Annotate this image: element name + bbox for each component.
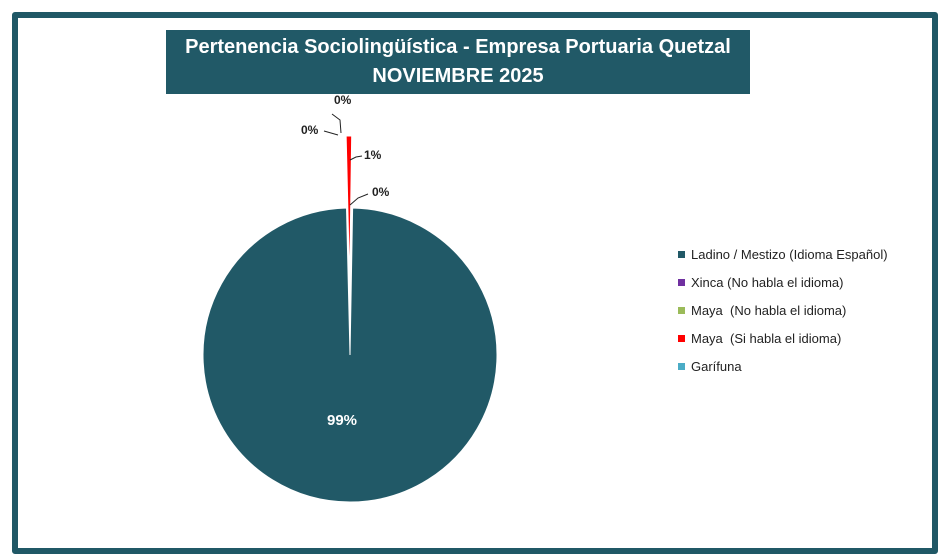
legend-swatch bbox=[678, 306, 685, 314]
data-label-maya-si-habla: 1% bbox=[364, 148, 382, 162]
legend-swatch bbox=[678, 278, 685, 286]
leader-line-maya-si-habla bbox=[349, 155, 363, 161]
legend-label: Ladino / Mestizo (Idioma Español) bbox=[691, 246, 888, 262]
legend-item-maya-no-habla: Maya (No habla el idioma) bbox=[678, 296, 888, 324]
pie-slice-maya-si-habla bbox=[345, 135, 353, 284]
legend-item-garifuna: Garífuna bbox=[678, 352, 888, 380]
chart-frame: Pertenencia Sociolingüística - Empresa P… bbox=[12, 12, 938, 554]
data-label-maya-no-habla: 0% bbox=[334, 93, 352, 107]
data-label-ladino: 99% bbox=[327, 412, 357, 429]
legend-swatch bbox=[678, 362, 685, 370]
chart-subtitle: NOVIEMBRE 2025 bbox=[372, 65, 544, 87]
chart-title: Pertenencia Sociolingüística - Empresa P… bbox=[185, 36, 731, 58]
legend-item-xinca: Xinca (No habla el idioma) bbox=[678, 268, 888, 296]
data-label-xinca: 0% bbox=[301, 123, 319, 137]
legend-label: Xinca (No habla el idioma) bbox=[691, 274, 844, 290]
chart-title-box: Pertenencia Sociolingüística - Empresa P… bbox=[166, 30, 750, 94]
legend-swatch bbox=[678, 250, 685, 258]
legend-label: Maya (No habla el idioma) bbox=[691, 302, 847, 318]
legend-item-ladino: Ladino / Mestizo (Idioma Español) bbox=[678, 240, 888, 268]
data-label-garifuna: 0% bbox=[372, 185, 390, 199]
pie-slice-ladino bbox=[202, 207, 498, 503]
legend-item-maya-si-habla: Maya (Si habla el idioma) bbox=[678, 324, 888, 352]
legend-label: Garífuna bbox=[691, 358, 742, 374]
leader-line-maya-no-habla bbox=[331, 113, 342, 134]
legend-label: Maya (Si habla el idioma) bbox=[691, 330, 842, 346]
leader-line-xinca bbox=[323, 130, 339, 136]
leader-line-garifuna bbox=[349, 193, 369, 206]
chart-legend: Ladino / Mestizo (Idioma Español) Xinca … bbox=[678, 240, 888, 380]
legend-swatch bbox=[678, 334, 685, 342]
